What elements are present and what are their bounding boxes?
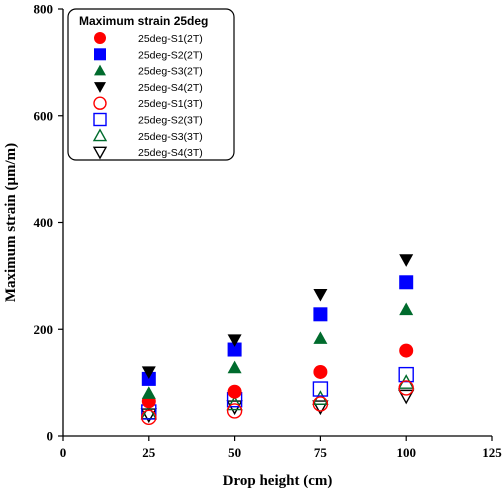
- legend-label: 25deg-S4(2T): [138, 82, 203, 94]
- data-point: [227, 334, 242, 347]
- legend-item: 25deg-S4(2T): [94, 82, 203, 94]
- legend-marker: [94, 48, 106, 61]
- data-point: [313, 364, 328, 379]
- data-point: [226, 403, 243, 419]
- x-tick-label: 100: [396, 445, 416, 460]
- legend-box: [67, 8, 235, 161]
- data-point: [141, 409, 157, 426]
- data-point: [227, 384, 242, 399]
- x-axis-title: Drop height (cm): [223, 473, 333, 489]
- data-point: [399, 254, 414, 267]
- data-points: [140, 254, 415, 426]
- legend-item: 25deg-S2(3T): [93, 112, 203, 127]
- y-tick-label: 600: [34, 108, 54, 123]
- legend-label: 25deg-S1(3T): [138, 98, 203, 110]
- legend-marker: [92, 128, 108, 142]
- x-tick-label: 75: [314, 445, 328, 460]
- x-tick-label: 50: [228, 445, 241, 460]
- legend-item: 25deg-S2(2T): [94, 48, 203, 61]
- legend-label: 25deg-S2(2T): [138, 49, 203, 61]
- legend-label: 25deg-S3(2T): [138, 66, 203, 78]
- legend-marker: [93, 96, 107, 110]
- data-point: [398, 389, 415, 405]
- legend-item: 25deg-S1(2T): [94, 32, 203, 45]
- legend-marker: [92, 146, 108, 160]
- x-tick-label: 25: [142, 445, 156, 460]
- data-point: [312, 381, 329, 397]
- data-point: [226, 395, 243, 411]
- legend-label: 25deg-S4(3T): [138, 147, 203, 159]
- legend-marker: [94, 32, 106, 44]
- data-point: [399, 343, 414, 358]
- data-point: [141, 366, 156, 379]
- y-tick-label: 0: [47, 429, 54, 444]
- x-axis: 0 25 50 75 100 125: [60, 436, 502, 460]
- data-point: [399, 275, 414, 290]
- legend-label: 25deg-S1(2T): [138, 33, 203, 45]
- legend-marker: [94, 64, 106, 76]
- data-point: [312, 390, 329, 405]
- x-tick-label: 125: [482, 445, 502, 460]
- data-point: [399, 302, 414, 316]
- data-point: [313, 288, 328, 302]
- legend-item: 25deg-S4(3T): [92, 146, 203, 160]
- data-point: [227, 360, 242, 374]
- data-point: [398, 380, 414, 396]
- data-point: [312, 396, 329, 412]
- y-tick-label: 800: [34, 2, 54, 17]
- legend-marker: [94, 82, 106, 93]
- legend-marker: [93, 112, 107, 127]
- y-tick-label: 200: [34, 322, 54, 337]
- y-axis-title: Maximum strain (μm/m): [3, 143, 19, 302]
- data-point: [140, 408, 157, 424]
- data-point: [313, 307, 328, 322]
- legend-title: Maximum strain 25deg: [79, 14, 208, 28]
- legend: Maximum strain 25deg 25deg-S1(2T) 25deg-S…: [67, 8, 235, 161]
- data-point: [227, 342, 242, 357]
- legend-label: 25deg-S2(3T): [138, 115, 203, 127]
- legend-item: 25deg-S3(3T): [92, 128, 203, 143]
- legend-item: 25deg-S1(3T): [93, 96, 203, 110]
- data-point: [313, 331, 328, 344]
- x-tick-label: 0: [60, 445, 67, 460]
- y-tick-label: 400: [34, 215, 54, 230]
- data-point: [312, 400, 329, 416]
- legend-item: 25deg-S3(2T): [94, 64, 203, 78]
- data-point: [141, 386, 156, 399]
- legend-label: 25deg-S3(3T): [138, 131, 203, 143]
- y-axis: 0 200 400 600 800: [34, 2, 63, 444]
